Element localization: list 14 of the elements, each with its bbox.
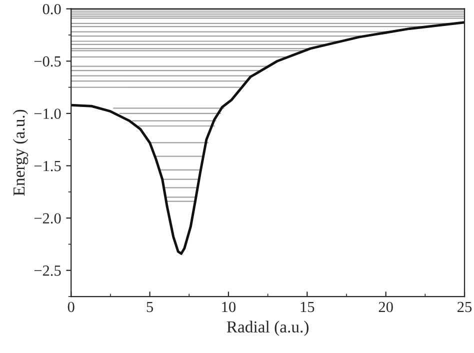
x-tick-label: 0 [68,302,74,312]
x-tick-label: 5 [146,302,154,312]
y-tick-label: −2.5 [34,266,61,276]
y-tick-label: −2.0 [34,213,61,224]
y-tick-label: 0.0 [42,4,61,14]
y-tick-label: −0.5 [34,56,61,67]
x-tick-label: 20 [378,302,393,312]
x-tick-label: 10 [222,302,236,312]
y-axis-title: Energy (a.u.) [12,110,28,196]
x-tick-label: 25 [458,302,472,312]
x-axis-title: Radial (a.u.) [226,320,308,336]
y-tick-label: −1.5 [34,160,61,172]
x-tick-label: 15 [300,302,314,312]
y-tick-label: −1.0 [34,108,61,119]
